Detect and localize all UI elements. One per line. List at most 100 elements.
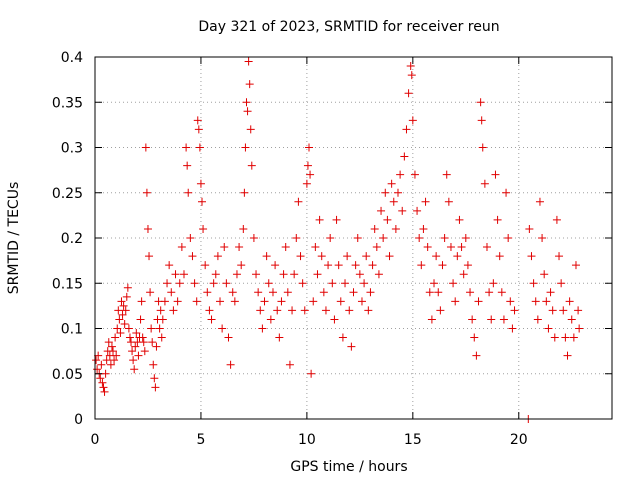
data-point bbox=[101, 369, 110, 378]
data-point bbox=[116, 329, 125, 338]
data-point bbox=[171, 270, 180, 279]
data-point bbox=[129, 356, 138, 365]
data-point bbox=[544, 324, 553, 333]
data-point bbox=[252, 270, 261, 279]
data-point bbox=[93, 365, 102, 374]
data-point bbox=[175, 279, 184, 288]
data-point bbox=[552, 215, 561, 224]
data-point bbox=[347, 342, 356, 351]
data-point bbox=[480, 179, 489, 188]
data-point bbox=[444, 197, 453, 206]
data-point bbox=[296, 252, 305, 261]
data-point bbox=[396, 170, 405, 179]
data-point bbox=[99, 383, 108, 392]
data-point bbox=[442, 170, 451, 179]
data-point bbox=[313, 270, 322, 279]
data-point bbox=[298, 279, 307, 288]
data-point bbox=[421, 197, 430, 206]
data-point bbox=[307, 369, 316, 378]
data-point bbox=[542, 297, 551, 306]
data-point bbox=[147, 324, 156, 333]
data-point bbox=[195, 143, 204, 152]
data-point bbox=[385, 252, 394, 261]
y-tick-label: 0.4 bbox=[61, 50, 83, 66]
x-axis-title: GPS time / hours bbox=[290, 459, 407, 475]
data-point bbox=[349, 288, 358, 297]
data-point bbox=[436, 306, 445, 315]
data-point bbox=[264, 279, 273, 288]
data-point bbox=[124, 324, 133, 333]
data-point bbox=[324, 261, 333, 270]
data-point bbox=[504, 234, 513, 242]
data-point bbox=[173, 297, 182, 306]
data-point bbox=[321, 306, 330, 315]
data-point bbox=[330, 315, 339, 324]
data-point bbox=[451, 297, 460, 306]
data-point bbox=[555, 252, 564, 261]
data-point bbox=[440, 234, 449, 242]
data-point bbox=[239, 224, 248, 233]
data-point bbox=[303, 161, 312, 170]
data-point bbox=[94, 351, 103, 360]
data-point bbox=[205, 306, 214, 315]
data-point bbox=[546, 288, 555, 297]
data-point bbox=[306, 170, 315, 179]
y-axis-title: SRMTID / TECUs bbox=[6, 182, 22, 295]
data-point bbox=[529, 279, 538, 288]
data-point bbox=[366, 288, 375, 297]
data-point bbox=[132, 329, 141, 338]
data-point bbox=[362, 252, 371, 261]
x-tick-label: 10 bbox=[298, 432, 316, 448]
y-tick-label: 0.35 bbox=[52, 95, 83, 111]
data-point bbox=[470, 333, 479, 342]
data-point bbox=[495, 252, 504, 261]
data-point bbox=[535, 197, 544, 206]
data-point bbox=[527, 252, 536, 261]
data-point bbox=[179, 270, 188, 279]
data-point bbox=[198, 197, 207, 206]
data-point bbox=[482, 243, 491, 252]
data-point bbox=[192, 297, 201, 306]
data-point bbox=[128, 347, 137, 356]
y-tick-label: 0.05 bbox=[52, 367, 83, 383]
x-tick-label: 0 bbox=[91, 432, 100, 448]
data-point bbox=[309, 297, 318, 306]
data-point bbox=[468, 315, 477, 324]
data-point bbox=[136, 315, 145, 324]
data-point bbox=[152, 342, 161, 351]
data-point bbox=[533, 315, 542, 324]
data-point bbox=[216, 297, 225, 306]
y-tick-label: 0.1 bbox=[61, 322, 83, 338]
data-point bbox=[487, 315, 496, 324]
data-point bbox=[121, 306, 130, 315]
data-point bbox=[235, 243, 244, 252]
data-point bbox=[345, 306, 354, 315]
data-point bbox=[398, 206, 407, 215]
data-point bbox=[118, 310, 127, 319]
data-point bbox=[114, 306, 123, 315]
y-tick-label: 0.25 bbox=[52, 186, 83, 202]
data-point bbox=[508, 324, 517, 333]
data-point bbox=[163, 279, 172, 288]
data-point bbox=[111, 333, 120, 342]
data-point bbox=[188, 252, 197, 261]
data-point bbox=[338, 333, 347, 342]
data-point bbox=[183, 161, 192, 170]
data-point bbox=[571, 261, 580, 270]
data-point bbox=[213, 252, 222, 261]
data-point bbox=[531, 297, 540, 306]
data-point bbox=[315, 215, 324, 224]
data-point bbox=[193, 116, 202, 125]
data-point bbox=[425, 288, 434, 297]
data-point bbox=[201, 261, 210, 270]
data-point bbox=[565, 297, 574, 306]
data-point bbox=[279, 270, 288, 279]
data-point bbox=[100, 387, 109, 396]
data-point bbox=[137, 297, 146, 306]
data-point bbox=[300, 306, 309, 315]
data-point bbox=[476, 98, 485, 107]
data-point bbox=[182, 143, 191, 152]
data-point bbox=[477, 116, 486, 125]
data-point bbox=[138, 333, 147, 342]
data-point bbox=[319, 288, 328, 297]
